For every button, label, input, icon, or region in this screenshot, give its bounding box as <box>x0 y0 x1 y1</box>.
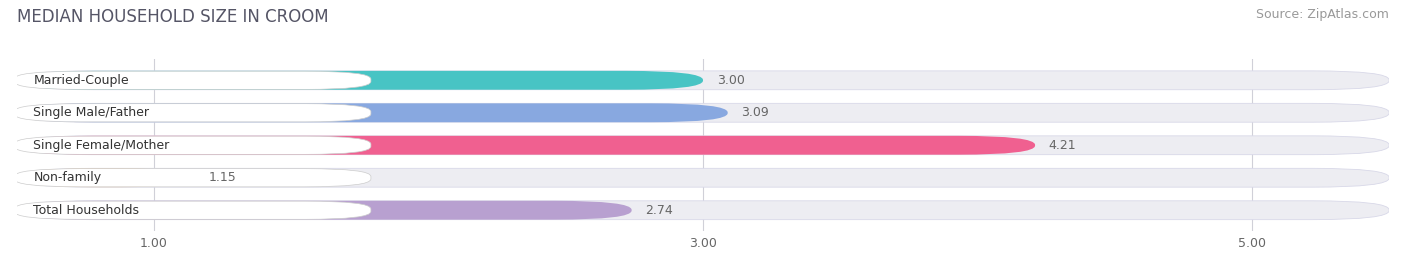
FancyBboxPatch shape <box>17 201 631 220</box>
Text: MEDIAN HOUSEHOLD SIZE IN CROOM: MEDIAN HOUSEHOLD SIZE IN CROOM <box>17 8 329 26</box>
FancyBboxPatch shape <box>17 168 195 187</box>
Text: Total Households: Total Households <box>34 204 139 217</box>
FancyBboxPatch shape <box>14 71 371 89</box>
FancyBboxPatch shape <box>14 136 371 154</box>
FancyBboxPatch shape <box>17 136 1035 155</box>
Text: Source: ZipAtlas.com: Source: ZipAtlas.com <box>1256 8 1389 21</box>
Text: Single Female/Mother: Single Female/Mother <box>34 139 170 152</box>
FancyBboxPatch shape <box>17 136 1389 155</box>
FancyBboxPatch shape <box>17 71 703 90</box>
Text: 3.09: 3.09 <box>741 106 769 119</box>
FancyBboxPatch shape <box>17 168 1389 187</box>
Text: Single Male/Father: Single Male/Father <box>34 106 149 119</box>
Text: 3.00: 3.00 <box>717 74 745 87</box>
FancyBboxPatch shape <box>14 201 371 219</box>
FancyBboxPatch shape <box>14 169 371 187</box>
Text: 1.15: 1.15 <box>209 171 236 184</box>
Text: 2.74: 2.74 <box>645 204 673 217</box>
FancyBboxPatch shape <box>17 201 1389 220</box>
Text: Married-Couple: Married-Couple <box>34 74 129 87</box>
FancyBboxPatch shape <box>17 103 1389 122</box>
Text: Non-family: Non-family <box>34 171 101 184</box>
FancyBboxPatch shape <box>17 71 1389 90</box>
FancyBboxPatch shape <box>17 103 728 122</box>
FancyBboxPatch shape <box>14 104 371 122</box>
Text: 4.21: 4.21 <box>1049 139 1077 152</box>
